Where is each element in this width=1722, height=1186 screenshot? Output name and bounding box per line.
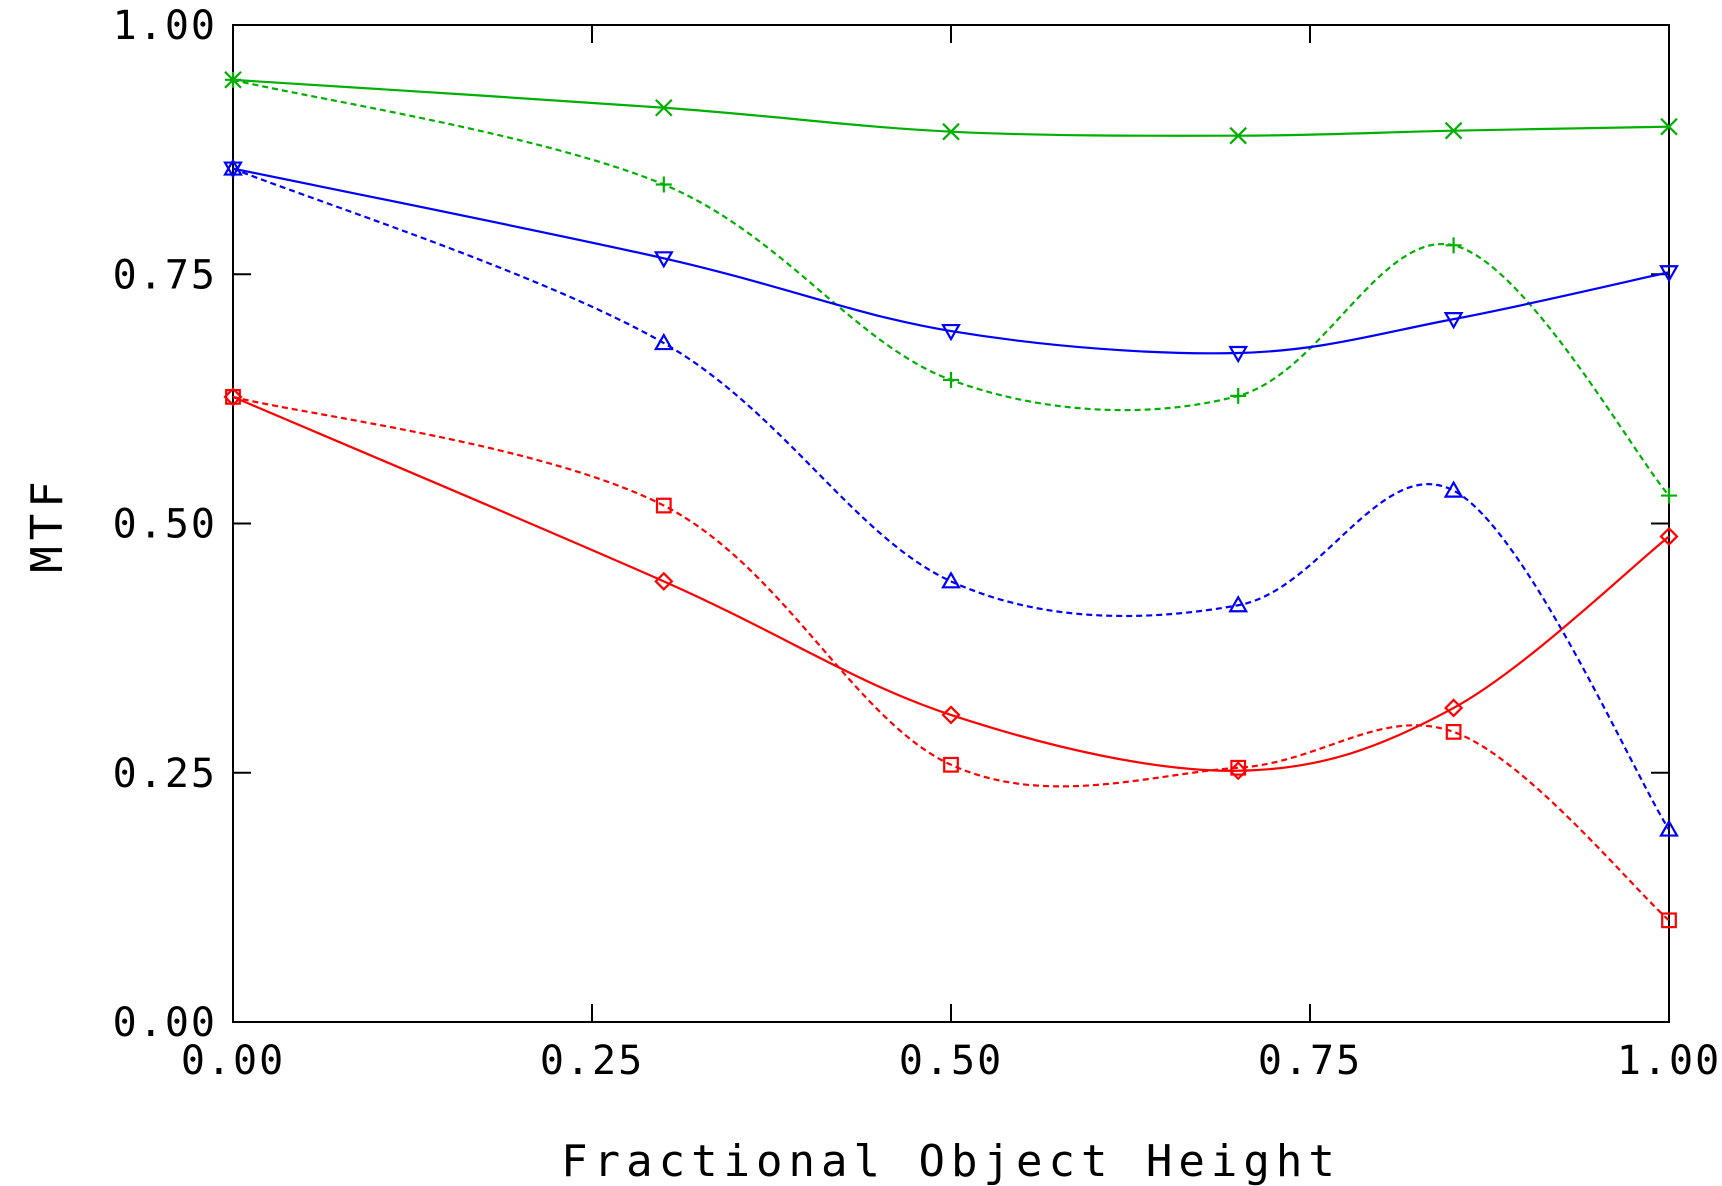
series-1-point	[1661, 487, 1677, 504]
series-0-point	[942, 122, 960, 141]
series-4-point	[1228, 761, 1248, 781]
series-4-point	[1659, 526, 1679, 547]
series-5-point	[1661, 912, 1677, 929]
series-line-4	[232, 395, 1670, 772]
y-tick-label: 1.00	[113, 3, 217, 49]
y-tick-label: 0.25	[113, 751, 217, 797]
series-1-point	[1230, 387, 1247, 404]
series-5-point	[1230, 759, 1247, 776]
y-tick-label: 0.75	[113, 252, 217, 298]
series-markers	[223, 71, 1679, 929]
series-0-point	[1660, 117, 1678, 136]
x-axis-title: Fractional Object Height	[561, 1136, 1341, 1186]
series-5-point	[1445, 723, 1462, 740]
series-1-point	[1445, 237, 1462, 254]
series-5-point	[225, 388, 241, 405]
series-1-point	[225, 71, 241, 88]
series-5-point	[943, 756, 959, 773]
series-line-2	[232, 167, 1670, 355]
series-0-point	[1229, 126, 1247, 145]
series-3-point	[653, 332, 674, 351]
series-4-point	[654, 571, 674, 591]
series-2-point	[653, 251, 674, 269]
series-4-point	[941, 705, 961, 725]
series-2-point	[1228, 345, 1249, 364]
series-1-point	[943, 371, 959, 388]
series-curves	[232, 78, 1670, 922]
series-2-point	[1443, 312, 1464, 330]
series-3-point	[1659, 819, 1679, 837]
axis-ticks	[232, 24, 1670, 1023]
x-tick-labels: 0.00 0.25 0.50 0.75 1.00	[181, 1038, 1721, 1084]
y-tick-label: 0.00	[113, 1000, 217, 1046]
x-tick-label: 0.50	[899, 1038, 1003, 1084]
series-line-3	[232, 167, 1670, 831]
x-tick-label: 0.25	[540, 1038, 644, 1084]
x-tick-label: 1.00	[1617, 1038, 1721, 1084]
y-tick-label: 0.50	[113, 502, 217, 548]
series-2-point	[941, 323, 961, 342]
series-3-point	[223, 158, 243, 176]
series-line-5	[232, 395, 1670, 922]
plot-frame	[232, 24, 1670, 1023]
series-5-point	[655, 497, 672, 514]
x-tick-label: 0.75	[1258, 1038, 1362, 1084]
series-0-point	[1444, 121, 1463, 140]
x-tick-label: 0.00	[181, 1038, 285, 1084]
series-line-0	[232, 78, 1670, 137]
series-3-point	[1443, 480, 1464, 498]
series-line-1	[232, 78, 1670, 497]
series-0-point	[655, 98, 673, 117]
y-axis-title: MTF	[22, 475, 73, 572]
series-2-point	[1659, 265, 1679, 283]
series-3-point	[1228, 595, 1249, 613]
series-1-point	[655, 176, 672, 193]
series-4-point	[223, 387, 243, 407]
series-4-point	[1444, 698, 1464, 718]
y-tick-labels: 0.00 0.25 0.50 0.75 1.00	[113, 3, 217, 1046]
series-3-point	[941, 571, 961, 589]
